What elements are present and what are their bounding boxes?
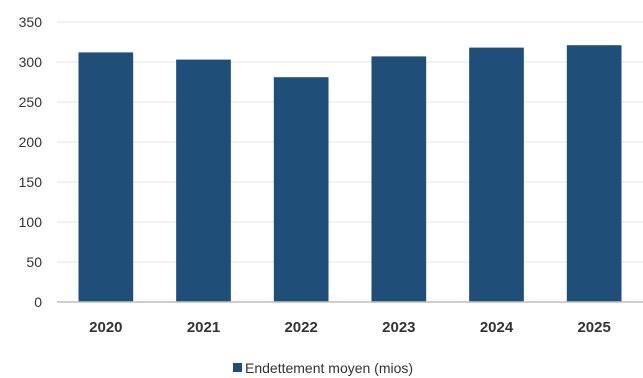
- legend-swatch: [233, 363, 242, 372]
- bar-2022: [273, 77, 329, 302]
- bar-2020: [78, 52, 134, 303]
- y-tick-label: 50: [26, 254, 42, 270]
- gridlines: [57, 21, 643, 263]
- x-axis-ticks: 2020 2021 2022 2023 2024 2025: [89, 319, 611, 336]
- x-tick-label: 2024: [480, 319, 514, 336]
- y-tick-label: 100: [19, 214, 43, 230]
- legend: Endettement moyen (mios): [233, 360, 413, 376]
- y-tick-label: 0: [34, 294, 42, 310]
- y-tick-label: 150: [19, 174, 43, 190]
- bar-2024: [469, 47, 524, 302]
- bar-2021: [176, 59, 231, 302]
- x-tick-label: 2025: [577, 319, 610, 336]
- x-tick-label: 2021: [187, 319, 220, 336]
- x-tick-label: 2022: [284, 319, 317, 336]
- bars: [78, 45, 622, 303]
- y-tick-label: 200: [19, 134, 43, 150]
- x-tick-label: 2020: [89, 319, 122, 336]
- x-tick-label: 2023: [382, 319, 415, 336]
- y-tick-label: 350: [19, 14, 43, 30]
- legend-label: Endettement moyen (mios): [245, 360, 413, 376]
- y-axis-ticks: 0 50 100 150 200 250 300 350: [19, 14, 43, 310]
- bar-2025: [566, 45, 622, 302]
- y-tick-label: 250: [19, 94, 43, 110]
- bar-2023: [371, 56, 427, 303]
- y-tick-label: 300: [19, 54, 43, 70]
